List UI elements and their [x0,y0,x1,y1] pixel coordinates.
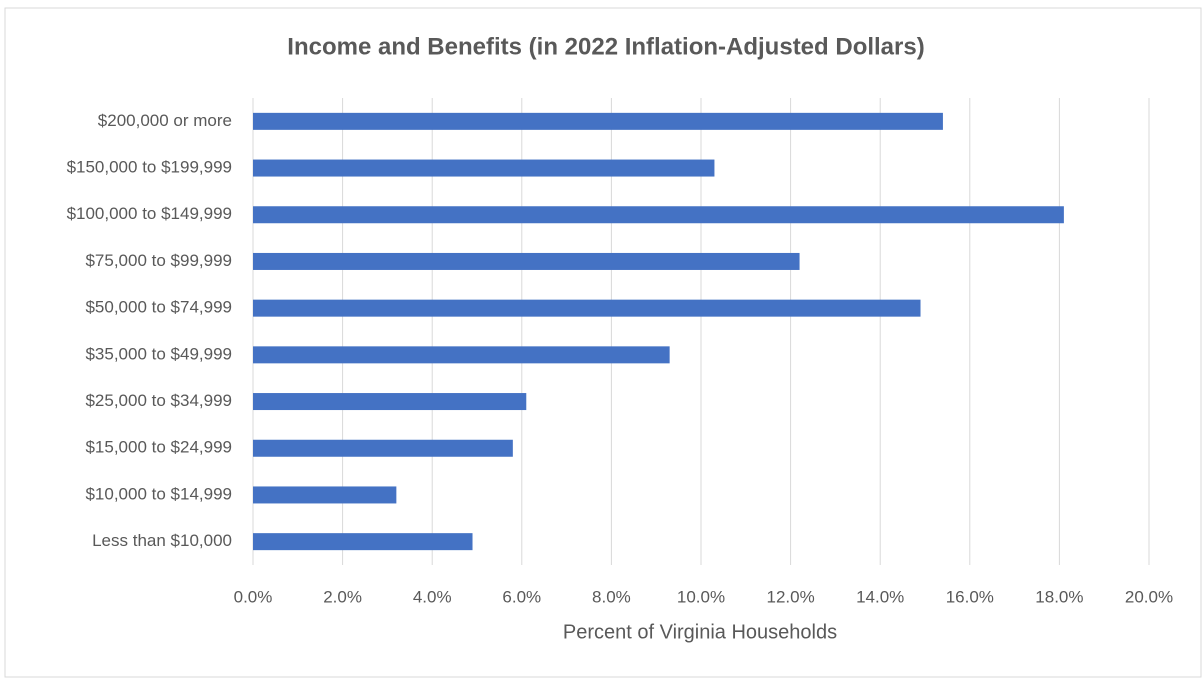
y-tick-label: $100,000 to $149,999 [67,204,232,223]
bar [253,346,670,364]
bar [253,159,715,177]
x-tick-label: 16.0% [946,587,994,606]
x-axis-title: Percent of Virginia Households [563,621,837,643]
y-tick-label: Less than $10,000 [92,531,232,550]
bar [253,393,527,411]
x-tick-label: 2.0% [323,587,362,606]
y-tick-label: $150,000 to $199,999 [67,158,232,177]
x-tick-label: 4.0% [413,587,452,606]
y-tick-label: $10,000 to $14,999 [85,484,232,503]
y-tick-label: $35,000 to $49,999 [85,344,232,363]
x-tick-label: 14.0% [856,587,904,606]
y-tick-label: $50,000 to $74,999 [85,298,232,317]
x-tick-label: 18.0% [1035,587,1083,606]
x-tick-label: 20.0% [1125,587,1173,606]
bar [253,112,943,130]
bar [253,439,513,457]
y-tick-label: $200,000 or more [98,111,232,130]
x-tick-label: 8.0% [592,587,631,606]
bar [253,299,921,317]
bar [253,252,800,270]
chart-border [4,7,1202,678]
y-tick-label: $75,000 to $99,999 [85,251,232,270]
x-tick-label: 0.0% [234,587,273,606]
chart-title: Income and Benefits (in 2022 Inflation-A… [287,33,924,60]
bar [253,206,1064,224]
bar [253,533,473,551]
bar [253,486,397,504]
x-tick-label: 12.0% [766,587,814,606]
x-tick-label: 10.0% [677,587,725,606]
y-tick-label: $25,000 to $34,999 [85,391,232,410]
y-tick-label: $15,000 to $24,999 [85,438,232,457]
x-tick-label: 6.0% [502,587,541,606]
